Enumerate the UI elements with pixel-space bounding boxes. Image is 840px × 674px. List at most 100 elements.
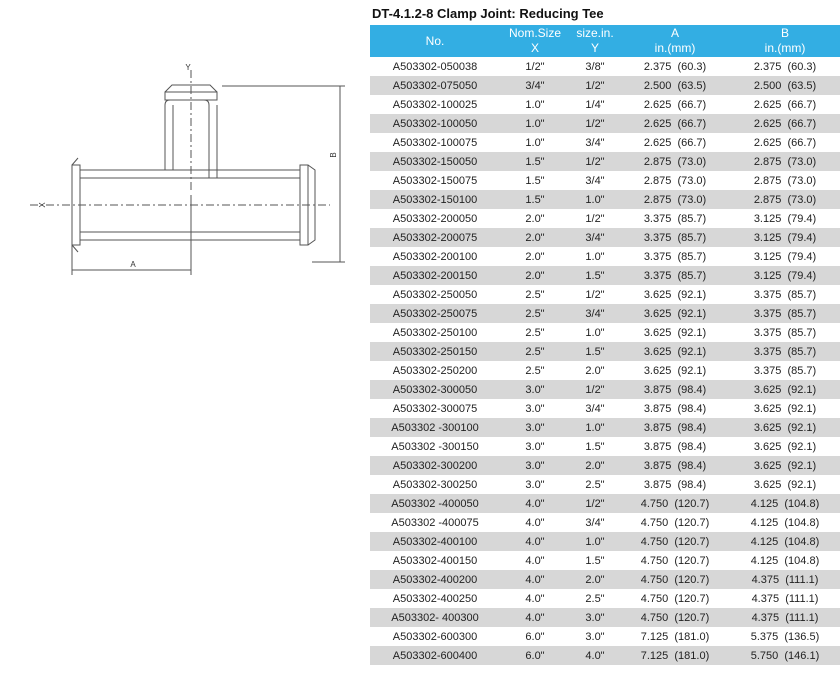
table-cell: 1.0" xyxy=(585,250,605,263)
table-body: A503302-050038 1/2" 3/8" 2.375 (60.3) 2.375 … xyxy=(370,57,840,665)
table-cell: 4.375 (111.1) xyxy=(751,592,819,605)
table-cell: A503302-150100 xyxy=(370,190,500,209)
table-cell: 3.625 (92.1) xyxy=(753,402,817,415)
table-cell: 1.5" xyxy=(585,440,605,453)
table-cell: 1/2" xyxy=(585,212,605,225)
table-cell: 2.625 (66.7) xyxy=(643,136,707,149)
table-cell: 2.500 (63.5) xyxy=(620,76,730,95)
table-cell: 3.625 (92.1) xyxy=(620,304,730,323)
table-cell: 2.625 (66.7) xyxy=(753,98,817,111)
header-text: Nom.Size xyxy=(508,26,561,40)
table-cell: 4.125 (104.8) xyxy=(730,532,840,551)
table-cell: A503302-200150 xyxy=(370,266,500,285)
table-row: A503302-600400 6.0" 4.0" 7.125 (181.0) 5.750… xyxy=(370,646,840,665)
table-cell: 2.875 (73.0) xyxy=(730,152,840,171)
table-cell: 1/2" xyxy=(570,380,620,399)
table-cell: 7.125 (181.0) xyxy=(620,646,730,665)
table-row: A503302 -400075 4.0" 3/4" 4.750 (120.7) 4.12… xyxy=(370,513,840,532)
table-cell: 3.0" xyxy=(525,478,545,491)
table-cell: 1/4" xyxy=(585,98,605,111)
table-cell: A503302-200050 xyxy=(392,212,478,225)
table-cell: 3.625 (92.1) xyxy=(730,418,840,437)
table-cell: 3.625 (92.1) xyxy=(643,288,707,301)
table-cell: 3.375 (85.7) xyxy=(753,364,817,377)
table-cell: A503302-600300 xyxy=(392,630,478,643)
table-cell: 3.375 (85.7) xyxy=(753,326,817,339)
table-cell: 4.0" xyxy=(500,570,570,589)
table-cell: A503302-150075 xyxy=(392,174,478,187)
table-cell: 3.625 (92.1) xyxy=(730,456,840,475)
table-cell: A503302-250050 xyxy=(392,288,478,301)
table-cell: 1.0" xyxy=(500,114,570,133)
table-row: A503302-150075 1.5" 3/4" 2.875 (73.0) 2.875 … xyxy=(370,171,840,190)
tee-drawing: Y X A B xyxy=(30,63,345,275)
table-cell: 3.375 (85.7) xyxy=(620,266,730,285)
table-cell: 3.625 (92.1) xyxy=(730,380,840,399)
table-row: A503302-400100 4.0" 1.0" 4.750 (120.7) 4.125… xyxy=(370,532,840,551)
table-cell: A503302-100075 xyxy=(392,136,478,149)
table-cell: 1.5" xyxy=(585,554,605,567)
table-cell: 2.0" xyxy=(570,456,620,475)
table-cell: A503302-300200 xyxy=(370,456,500,475)
table-cell: 3/4" xyxy=(585,174,605,187)
table-row: A503302-250100 2.5" 1.0" 3.625 (92.1) 3.375 … xyxy=(370,323,840,342)
table-cell: A503302-400200 xyxy=(370,570,500,589)
table-cell: 2.0" xyxy=(500,228,570,247)
header-cell: No. xyxy=(370,25,500,57)
table-cell: 4.750 (120.7) xyxy=(640,592,710,605)
table-cell: 4.0" xyxy=(500,494,570,513)
header-text: size.in. xyxy=(576,26,614,40)
table-cell: 1/2" xyxy=(570,494,620,513)
table-cell: 3.625 (92.1) xyxy=(643,364,707,377)
header-cell: Nom.Size X xyxy=(500,25,570,57)
table-cell: A503302-300075 xyxy=(392,402,478,415)
table-cell: 2.875 (73.0) xyxy=(643,174,707,187)
table-row: A503302 -300150 3.0" 1.5" 3.875 (98.4) 3.625… xyxy=(370,437,840,456)
table-cell: 3.625 (92.1) xyxy=(753,440,817,453)
table-cell: A503302-400100 xyxy=(370,532,500,551)
table-cell: 3.875 (98.4) xyxy=(620,418,730,437)
table-cell: 3.125 (79.4) xyxy=(730,228,840,247)
table-cell: 3.375 (85.7) xyxy=(643,250,707,263)
table-cell: 4.750 (120.7) xyxy=(640,516,710,529)
table-cell: 1.5" xyxy=(500,152,570,171)
table-cell: 3.625 (92.1) xyxy=(620,342,730,361)
table-cell: 4.750 (120.7) xyxy=(620,494,730,513)
table-cell: A503302 -300100 xyxy=(370,418,500,437)
table-cell: 3.875 (98.4) xyxy=(643,440,707,453)
table-cell: 4.375 (111.1) xyxy=(730,608,840,627)
table-cell: 1.0" xyxy=(525,136,545,149)
table-cell: 3.625 (92.1) xyxy=(643,326,707,339)
header-text: in.(mm) xyxy=(654,41,696,55)
table-cell: 4.125 (104.8) xyxy=(750,516,820,529)
title: DT-4.1.2-8 Clamp Joint: Reducing Tee xyxy=(372,6,604,21)
table-row: A503302-250075 2.5" 3/4" 3.625 (92.1) 3.375 … xyxy=(370,304,840,323)
table-cell: 2.625 (66.7) xyxy=(730,114,840,133)
table-cell: 4.125 (104.8) xyxy=(730,494,840,513)
header-text: in.(mm) xyxy=(764,41,806,55)
header-text: Y xyxy=(590,41,599,55)
table-cell: 3.125 (79.4) xyxy=(730,266,840,285)
table-cell: 4.0" xyxy=(525,516,545,529)
table-cell: 4.125 (104.8) xyxy=(750,554,820,567)
table-cell: 3/8" xyxy=(585,60,605,73)
table-row: A503302-150100 1.5" 1.0" 2.875 (73.0) 2.875 … xyxy=(370,190,840,209)
table-cell: 2.0" xyxy=(570,570,620,589)
table-cell: A503302 -400075 xyxy=(391,516,479,529)
header-text: A xyxy=(670,26,679,40)
table-cell: 2.5" xyxy=(500,342,570,361)
b-label: B xyxy=(329,152,338,157)
table-row: A503302-050038 1/2" 3/8" 2.375 (60.3) 2.375 … xyxy=(370,57,840,76)
y-label: Y xyxy=(185,63,191,72)
table-cell: A503302-400250 xyxy=(392,592,478,605)
table-row: A503302-400200 4.0" 2.0" 4.750 (120.7) 4.375… xyxy=(370,570,840,589)
table-cell: 3.0" xyxy=(500,456,570,475)
table-cell: 2.5" xyxy=(525,364,545,377)
table-cell: 1.5" xyxy=(570,266,620,285)
header-text: X xyxy=(530,41,539,55)
table-cell: 1/2" xyxy=(570,152,620,171)
table-cell: A503302-100050 xyxy=(370,114,500,133)
table-cell: 4.750 (120.7) xyxy=(620,532,730,551)
